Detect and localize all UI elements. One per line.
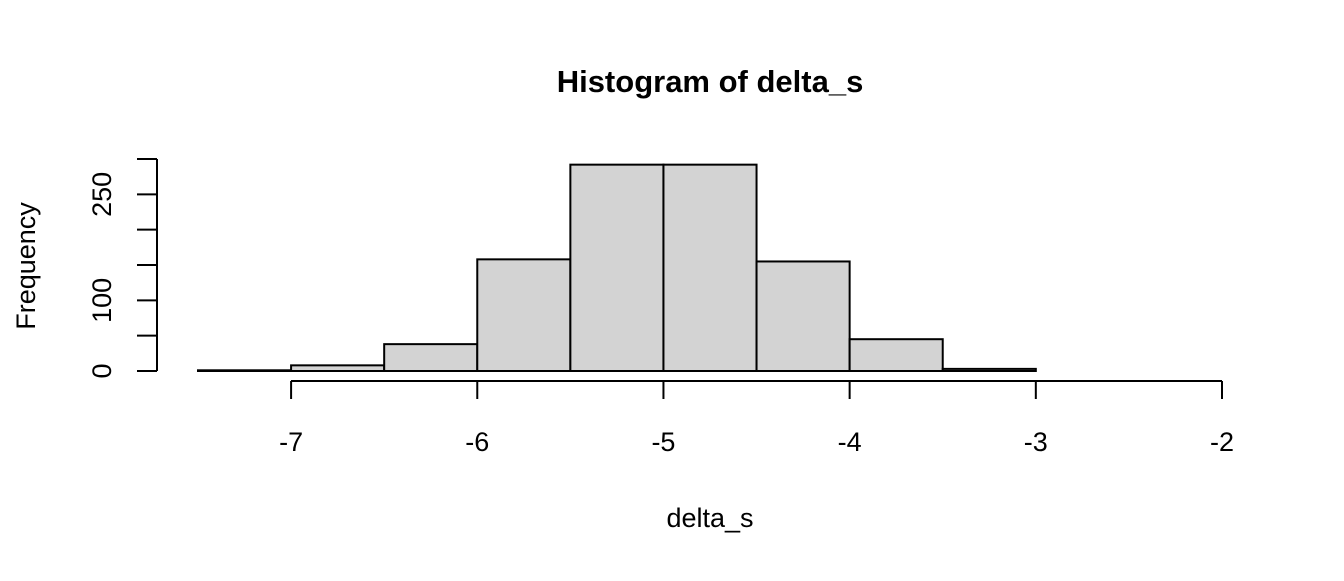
- x-ticks: -7 -6 -5 -4 -3 -2: [279, 381, 1234, 457]
- histogram-bars: [197, 163, 1037, 373]
- x-tick-label: -5: [651, 427, 675, 457]
- histogram-bar: [476, 258, 572, 373]
- histogram-bar: [569, 163, 665, 372]
- histogram-bar: [941, 367, 1037, 373]
- y-tick-label: 250: [87, 172, 117, 217]
- chart-title: Histogram of delta_s: [557, 64, 864, 99]
- histogram-bar: [290, 364, 386, 373]
- y-tick-label: 0: [87, 363, 117, 378]
- y-axis: 0 100 250: [87, 158, 158, 379]
- x-axis-label: delta_s: [666, 503, 753, 533]
- histogram-bar: [755, 260, 851, 373]
- y-tick-label: 100: [87, 278, 117, 323]
- y-axis-label: Frequency: [11, 202, 41, 330]
- x-tick-label: -2: [1210, 427, 1234, 457]
- x-axis: -7 -6 -5 -4 -3 -2: [279, 380, 1234, 457]
- y-ticks: 0 100 250: [87, 158, 157, 379]
- x-tick-label: -6: [465, 427, 489, 457]
- histogram-bar: [197, 369, 293, 373]
- x-tick-label: -4: [838, 427, 862, 457]
- x-tick-label: -7: [279, 427, 303, 457]
- x-tick-label: -3: [1024, 427, 1048, 457]
- histogram-bar: [848, 338, 944, 373]
- histogram-bar: [662, 163, 758, 372]
- histogram-bar: [383, 343, 479, 372]
